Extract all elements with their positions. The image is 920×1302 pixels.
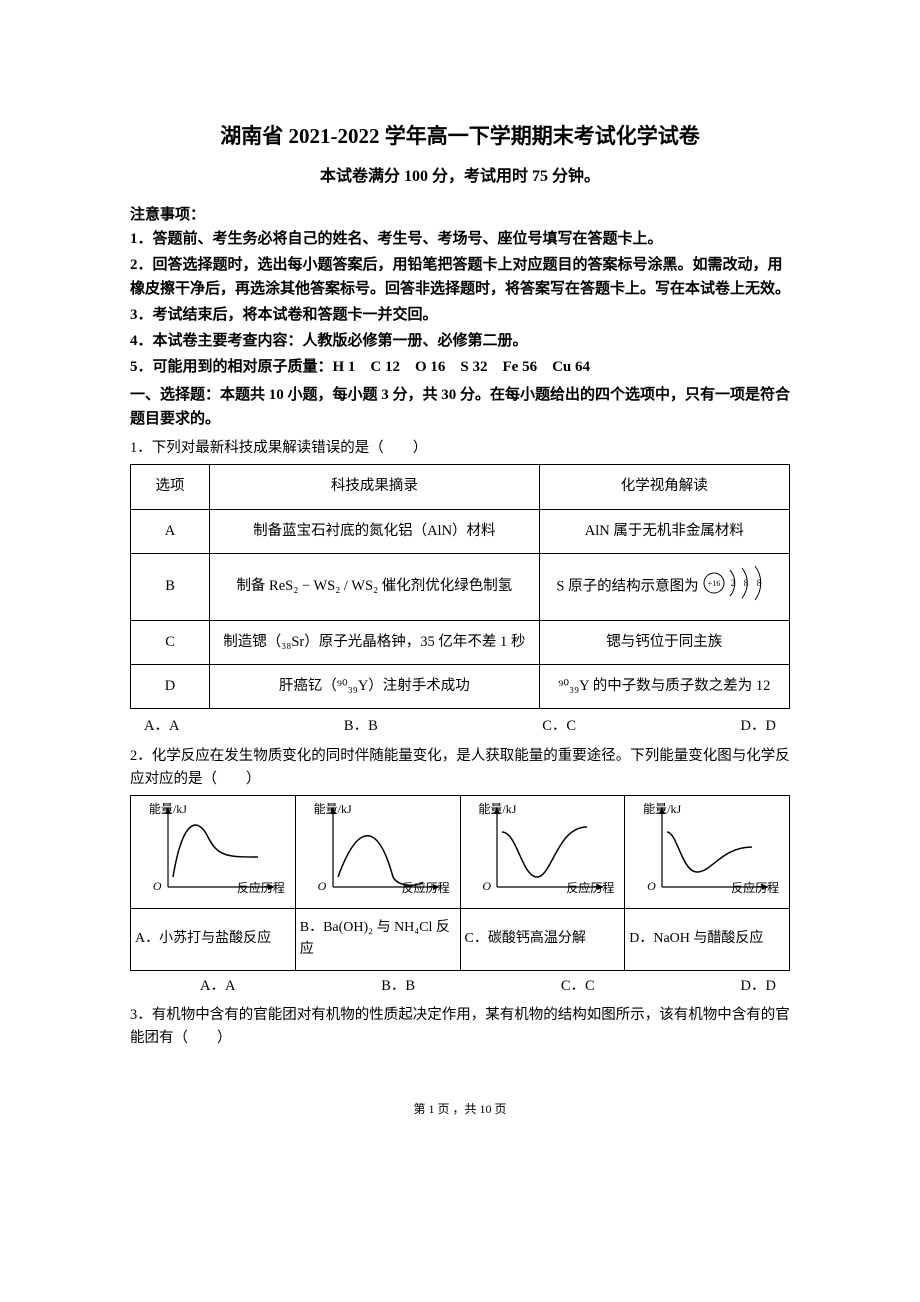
- table-row: D 肝癌钇（⁹⁰₃₉Y）注射手术成功 ⁹⁰₃₉Y 的中子数与质子数之差为 12: [131, 665, 790, 709]
- chart-cell-d: 能量/kJ O 反应历程: [625, 795, 790, 908]
- page-footer: 第 1 页 ，共 10 页: [130, 1100, 790, 1119]
- table-row: B 制备 ReS₂ − WS₂ / WS₂ 催化剂优化绿色制氢 S 原子的结构示…: [131, 553, 790, 620]
- option-text-a: A．小苏打与盐酸反应: [131, 908, 296, 970]
- section-heading: 一、选择题：本题共 10 小题，每小题 3 分，共 30 分。在每小题给出的四个…: [130, 383, 790, 431]
- table-cell: 制备 ReS₂ − WS₂ / WS₂ 催化剂优化绿色制氢: [210, 553, 540, 620]
- option-text-b: B．Ba(OH)₂ 与 NH₄Cl 反应: [295, 908, 460, 970]
- axis-x-label: 反应历程: [566, 879, 614, 898]
- question-3-stem: 3．有机物中含有的官能团对有机物的性质起决定作用，某有机物的结构如图所示，该有机…: [130, 1004, 790, 1050]
- option-b: B．B: [344, 715, 378, 738]
- option-c: C．C: [542, 715, 576, 738]
- axis-y-label: 能量/kJ: [314, 800, 352, 819]
- svg-text:8: 8: [757, 578, 762, 588]
- notice-item: 3．考试结束后，将本试卷和答题卡一并交回。: [130, 303, 790, 327]
- table-cell: 制造锶（₃₈Sr）原子光晶格钟，35 亿年不差 1 秒: [210, 620, 540, 664]
- axis-origin: O: [647, 877, 656, 896]
- question-2-table: 能量/kJ O 反应历程 能量/kJ O 反应历程: [130, 795, 790, 971]
- table-cell: 制备蓝宝石衬底的氮化铝（AlN）材料: [210, 509, 540, 553]
- notice-item: 5．可能用到的相对原子质量：H 1 C 12 O 16 S 32 Fe 56 C…: [130, 355, 790, 379]
- notice-item: 1．答题前、考生务必将自己的姓名、考生号、考场号、座位号填写在答题卡上。: [130, 227, 790, 251]
- axis-origin: O: [482, 877, 491, 896]
- table-cell: A: [131, 509, 210, 553]
- notice-item: 4．本试卷主要考查内容：人教版必修第一册、必修第二册。: [130, 329, 790, 353]
- chart-cell-b: 能量/kJ O 反应历程: [295, 795, 460, 908]
- table-cell: S 原子的结构示意图为 +16 2 8 8: [539, 553, 789, 620]
- table-row: A 制备蓝宝石衬底的氮化铝（AlN）材料 AlN 属于无机非金属材料: [131, 509, 790, 553]
- axis-y-label: 能量/kJ: [478, 800, 516, 819]
- axis-x-label: 反应历程: [402, 879, 450, 898]
- option-d: D．D: [741, 975, 776, 998]
- question-2-options: A．A B．B C．C D．D: [130, 975, 790, 998]
- question-1-stem: 1．下列对最新科技成果解读错误的是（ ）: [130, 437, 790, 460]
- exam-subtitle: 本试卷满分 100 分，考试用时 75 分钟。: [130, 164, 790, 190]
- axis-origin: O: [153, 877, 162, 896]
- option-d: D．D: [741, 715, 776, 738]
- option-text-c: C．碳酸钙高温分解: [460, 908, 625, 970]
- axis-y-label: 能量/kJ: [643, 800, 681, 819]
- table-header: 化学视角解读: [539, 465, 789, 509]
- table-cell: ⁹⁰₃₉Y 的中子数与质子数之差为 12: [539, 665, 789, 709]
- atom-structure-icon: +16 2 8 8: [702, 564, 772, 610]
- table-cell: 锶与钙位于同主族: [539, 620, 789, 664]
- svg-text:8: 8: [744, 578, 749, 588]
- question-1-table: 选项 科技成果摘录 化学视角解读 A 制备蓝宝石衬底的氮化铝（AlN）材料 Al…: [130, 464, 790, 709]
- notice-header: 注意事项：: [130, 203, 790, 227]
- table-cell: AlN 属于无机非金属材料: [539, 509, 789, 553]
- table-cell-text: S 原子的结构示意图为: [556, 578, 698, 594]
- svg-text:2: 2: [731, 578, 736, 588]
- option-text-d: D．NaOH 与醋酸反应: [625, 908, 790, 970]
- question-2-stem: 2．化学反应在发生物质变化的同时伴随能量变化，是人获取能量的重要途径。下列能量变…: [130, 745, 790, 791]
- table-cell: B: [131, 553, 210, 620]
- question-1-options: A．A B．B C．C D．D: [130, 715, 790, 738]
- option-a: A．A: [200, 975, 235, 998]
- table-cell: D: [131, 665, 210, 709]
- option-b: B．B: [381, 975, 415, 998]
- table-header: 选项: [131, 465, 210, 509]
- axis-origin: O: [318, 877, 327, 896]
- axis-y-label: 能量/kJ: [149, 800, 187, 819]
- svg-text:+16: +16: [708, 579, 721, 588]
- table-row: C 制造锶（₃₈Sr）原子光晶格钟，35 亿年不差 1 秒 锶与钙位于同主族: [131, 620, 790, 664]
- table-cell: 肝癌钇（⁹⁰₃₉Y）注射手术成功: [210, 665, 540, 709]
- exam-title: 湖南省 2021-2022 学年高一下学期期末考试化学试卷: [130, 120, 790, 154]
- table-header: 科技成果摘录: [210, 465, 540, 509]
- option-c: C．C: [561, 975, 595, 998]
- option-a: A．A: [144, 715, 179, 738]
- table-cell: C: [131, 620, 210, 664]
- notice-item: 2．回答选择题时，选出每小题答案后，用铅笔把答题卡上对应题目的答案标号涂黑。如需…: [130, 253, 790, 301]
- axis-x-label: 反应历程: [237, 879, 285, 898]
- chart-cell-a: 能量/kJ O 反应历程: [131, 795, 296, 908]
- axis-x-label: 反应历程: [731, 879, 779, 898]
- chart-cell-c: 能量/kJ O 反应历程: [460, 795, 625, 908]
